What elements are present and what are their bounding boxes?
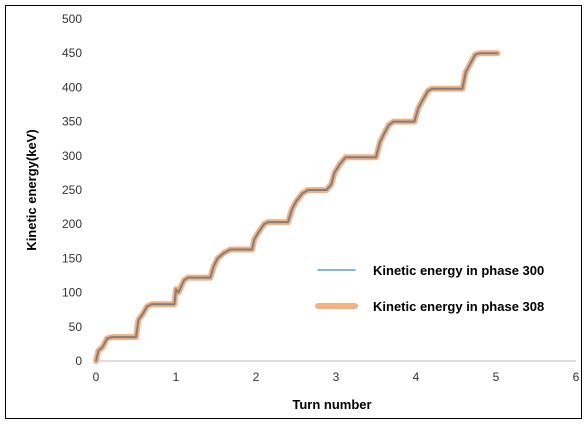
y-tick-label: 500 [62, 12, 82, 26]
x-tick-label: 2 [253, 370, 260, 384]
legend-label-phase-300: Kinetic energy in phase 300 [373, 263, 544, 278]
x-tick-label: 1 [173, 370, 180, 384]
x-tick-label: 4 [413, 370, 420, 384]
legend: Kinetic energy in phase 300 Kinetic ener… [315, 263, 544, 314]
x-tick-label: 6 [573, 370, 580, 384]
y-tick-label: 300 [62, 149, 82, 163]
x-axis-title: Turn number [292, 397, 371, 412]
legend-label-phase-308: Kinetic energy in phase 308 [373, 299, 544, 314]
y-tick-label: 350 [62, 115, 82, 129]
y-tick-label: 400 [62, 80, 82, 94]
y-tick-label: 150 [62, 251, 82, 265]
y-tick-labels: 0 50 100 150 200 250 300 350 400 450 500 [62, 12, 82, 368]
x-tick-label: 5 [493, 370, 500, 384]
y-axis-title: Kinetic energy(keV) [24, 129, 39, 250]
y-tick-label: 450 [62, 46, 82, 60]
series-layer [93, 50, 501, 364]
series-line-0 [95, 52, 499, 362]
series-line-overlap [95, 52, 498, 362]
y-tick-label: 50 [69, 320, 83, 334]
x-tick-label: 0 [93, 370, 100, 384]
y-tick-label: 200 [62, 217, 82, 231]
y-tick-label: 0 [75, 354, 82, 368]
series-line-1 [93, 50, 501, 364]
y-tick-label: 100 [62, 286, 82, 300]
x-tick-labels: 0 1 2 3 4 5 6 [93, 370, 580, 384]
x-tick-label: 3 [333, 370, 340, 384]
y-tick-label: 250 [62, 183, 82, 197]
